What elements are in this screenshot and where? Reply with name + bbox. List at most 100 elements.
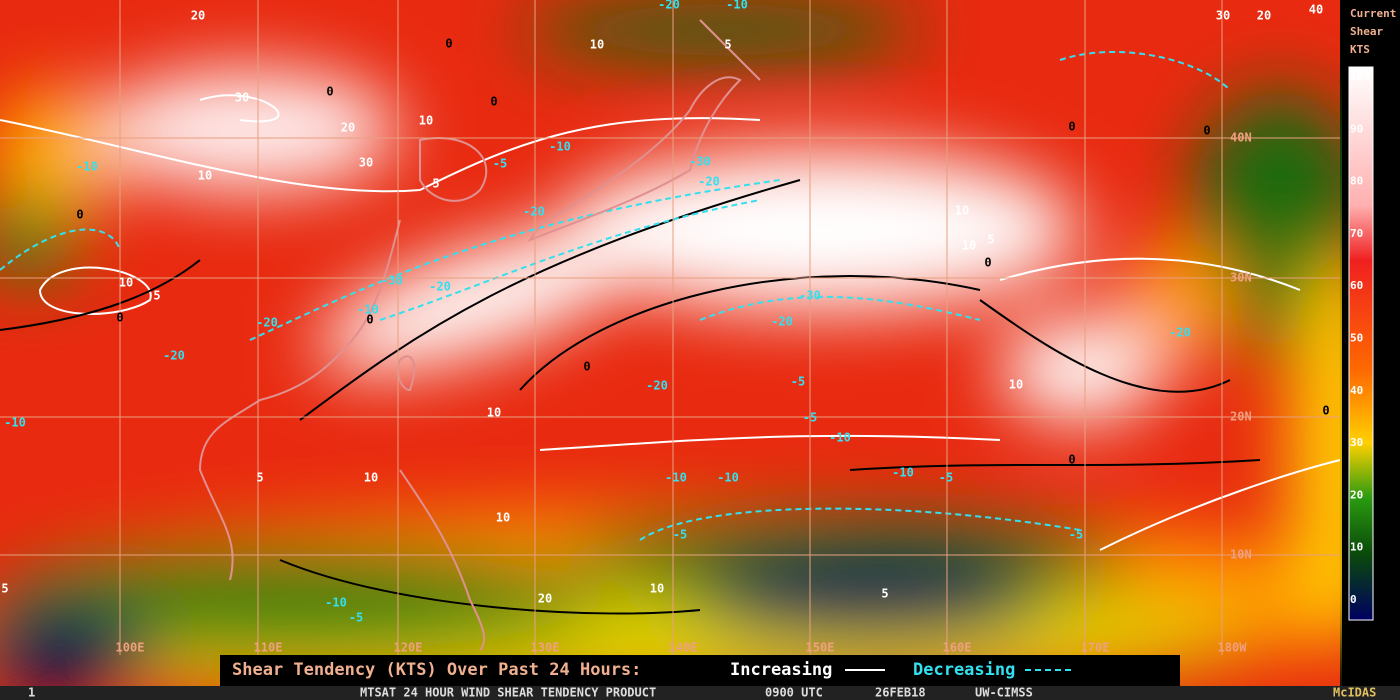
colorbar	[1348, 66, 1374, 621]
lon-label: 150E	[806, 641, 835, 655]
legend-title: Shear	[1350, 25, 1383, 38]
contour-label: 40	[1309, 3, 1323, 17]
contour-label: 10	[590, 38, 604, 52]
caption-decreasing: Decreasing	[913, 660, 1015, 680]
contour-label: 10	[1009, 378, 1023, 392]
caption-title: Shear Tendency (KTS) Over Past 24 Hours:	[232, 660, 641, 680]
contour-label: -10	[892, 466, 914, 480]
contour-label: 0	[326, 85, 333, 99]
contour-label: 10	[419, 114, 433, 128]
contour-label: 0	[583, 360, 590, 374]
contour-label: 10	[487, 406, 501, 420]
contour-label: 0	[116, 311, 123, 325]
contour-label: -20	[163, 349, 185, 363]
contour-label: -5	[1069, 528, 1083, 542]
caption-increasing: Increasing	[730, 660, 832, 680]
lon-label: 120E	[394, 641, 423, 655]
legend-tick-label: 40	[1350, 384, 1363, 397]
contour-label: -20	[658, 0, 680, 12]
legend-tick-label: 30	[1350, 436, 1363, 449]
contour-label: 5	[256, 471, 263, 485]
brand: McIDAS	[1333, 686, 1376, 700]
contour-label: 5	[987, 233, 994, 247]
product: MTSAT 24 HOUR WIND SHEAR TENDENCY PRODUC…	[360, 686, 656, 700]
contour-label: -10	[4, 416, 26, 430]
contour-label: 5	[1, 582, 8, 596]
contour-label: 5	[432, 177, 439, 191]
legend-title: KTS	[1350, 43, 1370, 56]
contour-label: 5	[881, 587, 888, 601]
contour-label: 20	[1257, 9, 1271, 23]
contour-label: -5	[493, 157, 507, 171]
contour-label: 0	[1068, 120, 1075, 134]
contour-label: -20	[429, 280, 451, 294]
contour-label: -20	[646, 379, 668, 393]
contour-label: 0	[1068, 453, 1075, 467]
contour-label: 10	[650, 582, 664, 596]
legend-tick-label: 100	[1350, 70, 1370, 83]
contour-label: -30	[799, 289, 821, 303]
time: 0900 UTC	[765, 686, 823, 700]
contour-label: 5	[153, 289, 160, 303]
frame: 1	[28, 686, 35, 700]
contour-label: 0	[1322, 404, 1329, 418]
date: 26FEB18	[875, 686, 926, 700]
contour-label: -10	[726, 0, 748, 12]
contour-label: 0	[445, 37, 452, 51]
contour-label: 30	[359, 156, 373, 170]
contour-label: 0	[76, 208, 83, 222]
contour-label: -5	[673, 528, 687, 542]
source: UW-CIMSS	[975, 686, 1033, 700]
legend-tick-label: 90	[1350, 122, 1363, 135]
contour-label: 10	[962, 239, 976, 253]
lat-label: 10N	[1230, 548, 1252, 562]
contour-label: 30	[235, 91, 249, 105]
contour-label: -5	[791, 375, 805, 389]
contour-label: -10	[549, 140, 571, 154]
contour-label: 20	[191, 9, 205, 23]
contour-label: -5	[803, 411, 817, 425]
contour-label: 10	[496, 511, 510, 525]
footer	[0, 686, 1400, 700]
lon-label: 130E	[531, 641, 560, 655]
legend-tick-label: 60	[1350, 279, 1363, 292]
contour-label: -20	[523, 205, 545, 219]
contour-label: 10	[198, 169, 212, 183]
legend-tick-label: 10	[1350, 541, 1363, 554]
contour-label: -30	[381, 274, 403, 288]
contour-label: -10	[665, 471, 687, 485]
contour-label: -20	[256, 316, 278, 330]
contour-label: 30	[1216, 9, 1230, 23]
lat-label: 20N	[1230, 410, 1252, 424]
contour-label: 0	[1203, 124, 1210, 138]
lat-label: 40N	[1230, 131, 1252, 145]
contour-label: -20	[771, 315, 793, 329]
lon-label: 170E	[1081, 641, 1110, 655]
contour-label: -10	[829, 431, 851, 445]
lon-label: 110E	[254, 641, 283, 655]
lat-label: 30N	[1230, 271, 1252, 285]
contour-label: -5	[349, 611, 363, 625]
legend-title: Current	[1350, 7, 1396, 20]
lon-label: 160E	[943, 641, 972, 655]
contour-label: 0	[490, 95, 497, 109]
contour-label: 20	[538, 592, 552, 606]
lon-label: 180W	[1218, 641, 1248, 655]
contour-label: -20	[698, 175, 720, 189]
contour-label: 10	[364, 471, 378, 485]
contour-label: 20	[341, 121, 355, 135]
contour-label: 0	[366, 313, 373, 327]
contour-label: -5	[939, 471, 953, 485]
lon-label: 140E	[669, 641, 698, 655]
legend-tick-label: 70	[1350, 227, 1363, 240]
legend-tick-label: 80	[1350, 175, 1363, 188]
contour-label: 10	[955, 204, 969, 218]
lon-label: 100E	[116, 641, 145, 655]
contour-label: 0	[984, 256, 991, 270]
caption-bar	[220, 655, 1180, 686]
contour-label: -10	[76, 160, 98, 174]
legend-tick-label: 20	[1350, 488, 1363, 501]
